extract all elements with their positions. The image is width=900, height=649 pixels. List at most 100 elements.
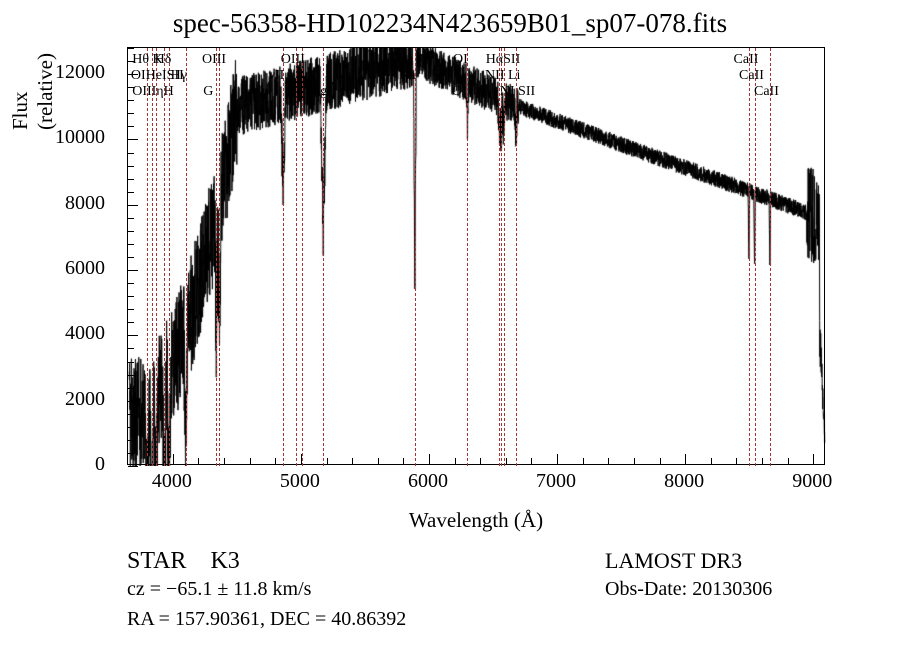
- y-tick-mark: [128, 453, 134, 454]
- y-tick-label-800: 8000: [35, 192, 105, 215]
- ra-dec-label: RA = 157.90361, DEC = 40.86392: [127, 608, 406, 631]
- x-tick-mark: [250, 458, 251, 464]
- x-tick-mark: [224, 458, 225, 464]
- y-tick-label-400: 4000: [35, 322, 105, 345]
- y-tick-mark: [128, 388, 134, 389]
- x-tick-mark: [762, 458, 763, 464]
- x-tick-mark: [813, 454, 814, 464]
- spectral-line-marker-5007: [302, 48, 303, 466]
- spectral-line-marker-4861: [283, 48, 284, 466]
- y-tick-mark: [128, 179, 134, 180]
- x-tick-label-9000: 9000: [787, 470, 837, 493]
- x-tick-mark: [531, 458, 532, 464]
- spectral-line-label: HαSII: [486, 52, 521, 68]
- spectral-line-label: OIIIηH: [132, 84, 174, 100]
- obs-date-label: Obs-Date: 20130306: [605, 578, 772, 601]
- x-tick-mark: [634, 458, 635, 464]
- spectral-line-marker-5175: [323, 48, 324, 466]
- spectral-line-marker-6300: [467, 48, 468, 466]
- x-tick-mark: [711, 458, 712, 464]
- y-tick-mark: [128, 309, 134, 310]
- y-tick-mark: [128, 296, 134, 297]
- x-tick-mark: [685, 454, 686, 464]
- y-tick-mark: [128, 205, 138, 206]
- spectral-line-label: OIII: [202, 52, 226, 68]
- y-tick-mark: [128, 218, 134, 219]
- y-tick-mark: [128, 48, 134, 49]
- x-tick-mark: [198, 458, 199, 464]
- y-tick-mark: [128, 414, 134, 415]
- y-tick-mark: [128, 466, 138, 467]
- y-tick-mark: [128, 244, 134, 245]
- spectral-line-marker-3933: [164, 48, 165, 466]
- spectral-line-marker-3797: [147, 48, 148, 466]
- x-tick-mark: [788, 458, 789, 464]
- plot-area: Hθ K Hδ OIII OIII OI HαSII CaII OIHeISII Hγ νII Na…: [127, 47, 825, 465]
- spectral-line-marker-4959: [296, 48, 297, 466]
- y-tick-mark: [128, 335, 138, 336]
- cz-label: cz = −65.1 ± 11.8 km/s: [127, 578, 311, 601]
- spectral-line-label: NII Li: [485, 68, 520, 84]
- spectral-line-marker-4340: [216, 48, 217, 466]
- x-tick-mark: [736, 458, 737, 464]
- x-axis-label: Wavelength (Å): [127, 508, 825, 533]
- y-tick-label-200: 2000: [35, 388, 105, 411]
- x-tick-mark: [403, 458, 404, 464]
- y-tick-mark: [128, 283, 134, 284]
- y-tick-mark: [128, 153, 134, 154]
- x-tick-mark: [583, 458, 584, 464]
- spectral-line-label: OIII: [281, 52, 305, 68]
- y-axis-label: Flux (relative): [8, 100, 58, 130]
- spectral-line-marker-6548: [499, 48, 500, 466]
- y-tick-mark: [128, 192, 134, 193]
- x-tick-mark: [327, 458, 328, 464]
- x-tick-mark: [660, 458, 661, 464]
- y-tick-label-0: 0: [35, 453, 105, 476]
- spectral-line-label: CaII: [734, 52, 759, 68]
- spectrum-line-canvas: [128, 48, 826, 466]
- spectral-line-label: NI SII: [500, 84, 535, 100]
- y-tick-mark: [128, 74, 138, 75]
- y-tick-mark: [128, 322, 134, 323]
- x-tick-mark: [557, 454, 558, 464]
- x-tick-mark: [173, 454, 174, 464]
- y-tick-mark: [128, 401, 138, 402]
- x-tick-label-5000: 5000: [275, 470, 325, 493]
- x-tick-label-7000: 7000: [531, 470, 581, 493]
- spectral-line-marker-8498: [749, 48, 750, 466]
- y-tick-mark: [128, 270, 138, 271]
- y-tick-mark: [128, 61, 134, 62]
- spectral-line-label: OI: [452, 84, 467, 100]
- y-tick-mark: [128, 440, 134, 441]
- x-tick-mark: [608, 458, 609, 464]
- star-type-label: STAR K3: [127, 548, 240, 575]
- spectral-line-label: Na: [399, 68, 415, 84]
- y-tick-mark: [128, 113, 134, 114]
- x-tick-mark: [301, 454, 302, 464]
- y-tick-mark: [128, 257, 134, 258]
- spectral-line-label: CaII: [739, 68, 764, 84]
- y-tick-label-600: 6000: [35, 257, 105, 280]
- x-tick-mark: [378, 458, 379, 464]
- spectral-line-marker-3868: [156, 48, 157, 466]
- spectral-line-marker-6583: [504, 48, 505, 466]
- spectral-line-marker-8662: [770, 48, 771, 466]
- y-tick-mark: [128, 427, 134, 428]
- y-tick-mark: [128, 87, 134, 88]
- spectral-line-marker-6678: [516, 48, 517, 466]
- spectral-line-label: G: [203, 84, 213, 100]
- y-tick-mark: [128, 375, 134, 376]
- x-tick-mark: [455, 458, 456, 464]
- spectral-line-label: Mg: [308, 84, 327, 100]
- x-tick-label-6000: 6000: [403, 470, 453, 493]
- y-tick-mark: [128, 348, 134, 349]
- y-tick-mark: [128, 362, 134, 363]
- spectral-line-marker-6563: [501, 48, 502, 466]
- spectral-line-marker-3970: [169, 48, 170, 466]
- x-tick-label-4000: 4000: [147, 470, 197, 493]
- spectral-line-marker-5890: [415, 48, 416, 466]
- x-tick-mark: [506, 458, 507, 464]
- spectral-line-label: νII: [269, 68, 285, 84]
- survey-name-label: LAMOST DR3: [605, 548, 742, 574]
- chart-title: spec-56358-HD102234N423659B01_sp07-078.f…: [0, 8, 900, 39]
